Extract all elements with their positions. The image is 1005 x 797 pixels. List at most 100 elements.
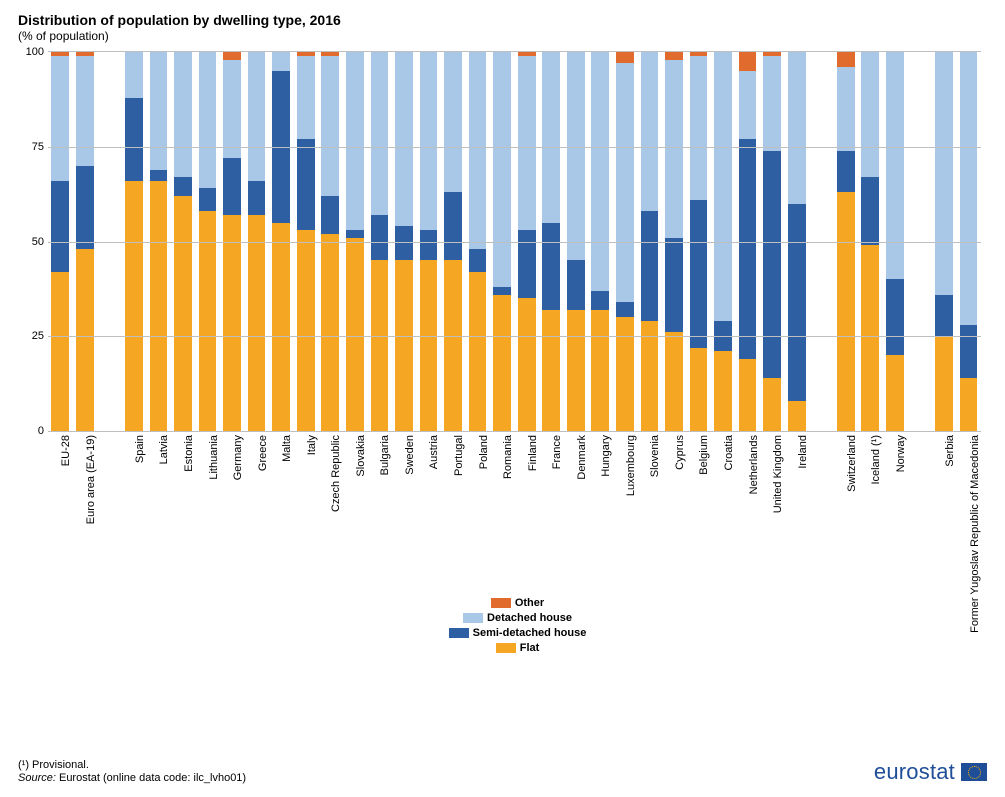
- bar-segment-detached: [76, 56, 94, 166]
- bar-segment-flat: [469, 272, 487, 431]
- category-label: Ireland: [797, 435, 809, 469]
- xlabel-slot: Croatia: [711, 431, 736, 591]
- legend-item-semi: Semi-detached house: [449, 627, 587, 639]
- legend: OtherDetached houseSemi-detached houseFl…: [48, 597, 987, 654]
- category-label: Finland: [527, 435, 539, 471]
- bar-segment-detached: [297, 56, 315, 139]
- bar-segment-semi: [616, 302, 634, 317]
- bar-segment-flat: [125, 181, 143, 431]
- bar-segment-semi: [150, 170, 168, 181]
- source-text: Eurostat (online data code: ilc_lvho01): [56, 772, 246, 784]
- xlabel-slot: Serbia: [932, 431, 957, 591]
- bar-segment-semi: [371, 215, 389, 260]
- bar-segment-semi: [248, 181, 266, 215]
- bar-segment-detached: [321, 56, 339, 196]
- xlabel-slot: Poland: [465, 431, 490, 591]
- bar-segment-flat: [591, 310, 609, 431]
- category-label: Latvia: [158, 435, 170, 464]
- xlabel-slot: EU-28: [48, 431, 73, 591]
- xlabel-slot: Czech Republic: [318, 431, 343, 591]
- bar-segment-flat: [297, 230, 315, 431]
- bar-segment-flat: [321, 234, 339, 431]
- bar-segment-flat: [444, 260, 462, 431]
- category-label: Portugal: [453, 435, 465, 476]
- bar-segment-detached: [763, 56, 781, 151]
- bar-segment-detached: [935, 52, 953, 295]
- bar-segment-flat: [395, 260, 413, 431]
- bar-segment-detached: [223, 60, 241, 159]
- bar-segment-semi: [690, 200, 708, 348]
- bar-segment-semi: [542, 223, 560, 310]
- eu-flag-icon: [961, 763, 987, 781]
- category-label: Hungary: [600, 435, 612, 477]
- category-label: Former Yugoslav Republic of Macedonia: [969, 435, 981, 633]
- category-label: Croatia: [723, 435, 735, 470]
- bar-segment-detached: [690, 56, 708, 200]
- bar-segment-semi: [51, 181, 69, 272]
- bar-segment-semi: [935, 295, 953, 337]
- bar-segment-semi: [837, 151, 855, 193]
- xlabel-slot: United Kingdom: [760, 431, 785, 591]
- chart-subtitle: (% of population): [18, 29, 987, 43]
- gridline: [48, 336, 981, 337]
- xlabel-slot: Estonia: [171, 431, 196, 591]
- bar-segment-detached: [248, 52, 266, 181]
- bar-segment-flat: [567, 310, 585, 431]
- bar-segment-semi: [469, 249, 487, 272]
- bar-segment-detached: [150, 52, 168, 169]
- legend-item-detached: Detached house: [463, 612, 572, 624]
- bar-segment-flat: [420, 260, 438, 431]
- legend-label: Flat: [520, 642, 540, 654]
- ytick-label: 75: [20, 141, 44, 153]
- bar-segment-detached: [518, 56, 536, 230]
- legend-label: Semi-detached house: [473, 627, 587, 639]
- xlabel-slot: Portugal: [441, 431, 466, 591]
- legend-swatch: [496, 643, 516, 653]
- bar-segment-other: [837, 52, 855, 67]
- category-label: Germany: [232, 435, 244, 480]
- category-label: Euro area (EA-19): [85, 435, 97, 524]
- legend-swatch: [491, 598, 511, 608]
- category-label: Netherlands: [748, 435, 760, 494]
- bar-segment-other: [665, 52, 683, 60]
- bar-segment-semi: [567, 260, 585, 309]
- xlabel-slot: Former Yugoslav Republic of Macedonia: [956, 431, 981, 591]
- plot-area: 0255075100: [48, 51, 981, 431]
- eurostat-logo-text: eurostat: [874, 759, 955, 785]
- source-line: Source: Eurostat (online data code: ilc_…: [18, 772, 987, 784]
- chart-title: Distribution of population by dwelling t…: [18, 12, 987, 28]
- bar-segment-flat: [371, 260, 389, 431]
- bar-segment-semi: [174, 177, 192, 196]
- xlabel-slot: Denmark: [563, 431, 588, 591]
- category-label: Malta: [281, 435, 293, 462]
- xlabel-slot: Slovenia: [637, 431, 662, 591]
- bar-segment-detached: [886, 52, 904, 279]
- xlabel-slot: Austria: [416, 431, 441, 591]
- bar-segment-detached: [960, 52, 978, 325]
- bar-segment-semi: [763, 151, 781, 378]
- bar-segment-detached: [199, 52, 217, 188]
- bar-segment-semi: [297, 139, 315, 230]
- bar-segment-semi: [886, 279, 904, 355]
- xlabel-slot: Slovakia: [343, 431, 368, 591]
- xlabel-slot: Belgium: [686, 431, 711, 591]
- bar-segment-flat: [223, 215, 241, 431]
- bar-segment-semi: [493, 287, 511, 295]
- category-label: Sweden: [404, 435, 416, 475]
- bar-segment-semi: [444, 192, 462, 260]
- bar-segment-detached: [125, 52, 143, 97]
- bar-segment-detached: [395, 52, 413, 226]
- category-label: Serbia: [944, 435, 956, 467]
- bar-segment-detached: [371, 52, 389, 215]
- gridline: [48, 242, 981, 243]
- bar-segment-detached: [272, 52, 290, 71]
- category-label: United Kingdom: [772, 435, 784, 513]
- category-label: Austria: [428, 435, 440, 469]
- bar-segment-flat: [714, 351, 732, 431]
- category-label: Slovakia: [355, 435, 367, 477]
- bar-segment-detached: [739, 71, 757, 139]
- category-label: Switzerland: [846, 435, 858, 492]
- category-label: Norway: [895, 435, 907, 472]
- bar-segment-flat: [542, 310, 560, 431]
- ytick-label: 25: [20, 330, 44, 342]
